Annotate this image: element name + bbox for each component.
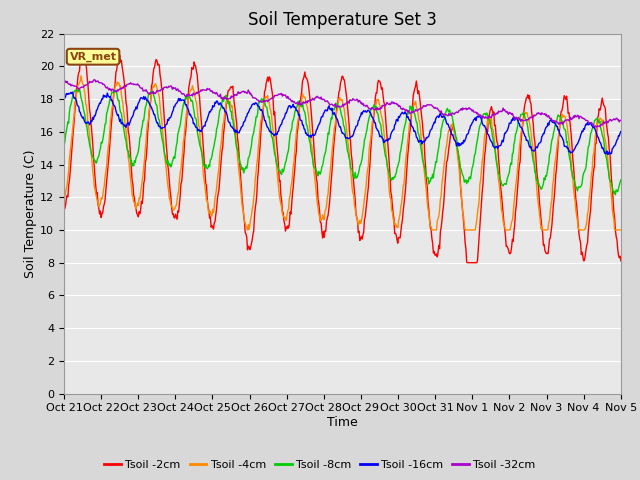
Tsoil -8cm (70, 89, 78, 95)
Tsoil -4cm (185, 96, 193, 102)
Y-axis label: Soil Temperature (C): Soil Temperature (C) (24, 149, 37, 278)
Tsoil -32cm (70, 83, 78, 89)
Tsoil -2cm (60, 203, 68, 209)
Tsoil -8cm (185, 92, 193, 98)
Tsoil -2cm (79, 47, 86, 52)
Legend: Tsoil -2cm, Tsoil -4cm, Tsoil -8cm, Tsoil -16cm, Tsoil -32cm: Tsoil -2cm, Tsoil -4cm, Tsoil -8cm, Tsoi… (100, 456, 540, 474)
Tsoil -8cm (214, 120, 222, 126)
Tsoil -4cm (428, 227, 436, 233)
Tsoil -8cm (411, 111, 419, 117)
Tsoil -2cm (185, 85, 193, 91)
Tsoil -4cm (60, 197, 68, 203)
Tsoil -32cm (60, 78, 68, 84)
Tsoil -32cm (411, 108, 419, 114)
Tsoil -8cm (612, 192, 620, 198)
Tsoil -16cm (128, 114, 136, 120)
Tsoil -16cm (617, 129, 625, 134)
Tsoil -4cm (128, 192, 136, 198)
Tsoil -16cm (604, 152, 611, 157)
Line: Tsoil -4cm: Tsoil -4cm (64, 76, 621, 230)
Tsoil -2cm (214, 192, 222, 197)
Tsoil -8cm (76, 86, 83, 92)
Tsoil -32cm (428, 102, 435, 108)
Tsoil -2cm (617, 258, 625, 264)
Tsoil -2cm (428, 227, 435, 232)
Tsoil -16cm (185, 108, 193, 114)
Tsoil -16cm (71, 95, 79, 101)
Tsoil -32cm (128, 81, 136, 87)
Line: Tsoil -8cm: Tsoil -8cm (64, 89, 621, 195)
Tsoil -16cm (411, 128, 419, 134)
Tsoil -16cm (60, 96, 68, 102)
Line: Tsoil -16cm: Tsoil -16cm (64, 92, 621, 155)
Tsoil -4cm (617, 227, 625, 233)
Tsoil -2cm (70, 119, 78, 125)
Tsoil -32cm (185, 91, 193, 97)
Tsoil -4cm (70, 113, 78, 119)
Tsoil -32cm (214, 93, 222, 99)
Tsoil -16cm (428, 127, 435, 132)
Text: VR_met: VR_met (70, 51, 116, 62)
Title: Soil Temperature Set 3: Soil Temperature Set 3 (248, 11, 437, 29)
X-axis label: Time: Time (327, 416, 358, 429)
Tsoil -4cm (214, 171, 222, 177)
Line: Tsoil -2cm: Tsoil -2cm (64, 49, 621, 263)
Tsoil -16cm (68, 89, 76, 95)
Tsoil -8cm (428, 175, 435, 180)
Tsoil -8cm (128, 163, 136, 169)
Tsoil -16cm (214, 100, 222, 106)
Tsoil -32cm (617, 117, 625, 123)
Tsoil -32cm (90, 77, 98, 83)
Line: Tsoil -32cm: Tsoil -32cm (64, 80, 621, 127)
Tsoil -4cm (244, 227, 252, 233)
Tsoil -4cm (412, 98, 419, 104)
Tsoil -32cm (592, 124, 600, 130)
Tsoil -8cm (60, 142, 68, 147)
Tsoil -8cm (617, 177, 625, 183)
Tsoil -2cm (463, 260, 471, 265)
Tsoil -4cm (77, 73, 85, 79)
Tsoil -2cm (128, 178, 136, 184)
Tsoil -2cm (411, 85, 419, 91)
